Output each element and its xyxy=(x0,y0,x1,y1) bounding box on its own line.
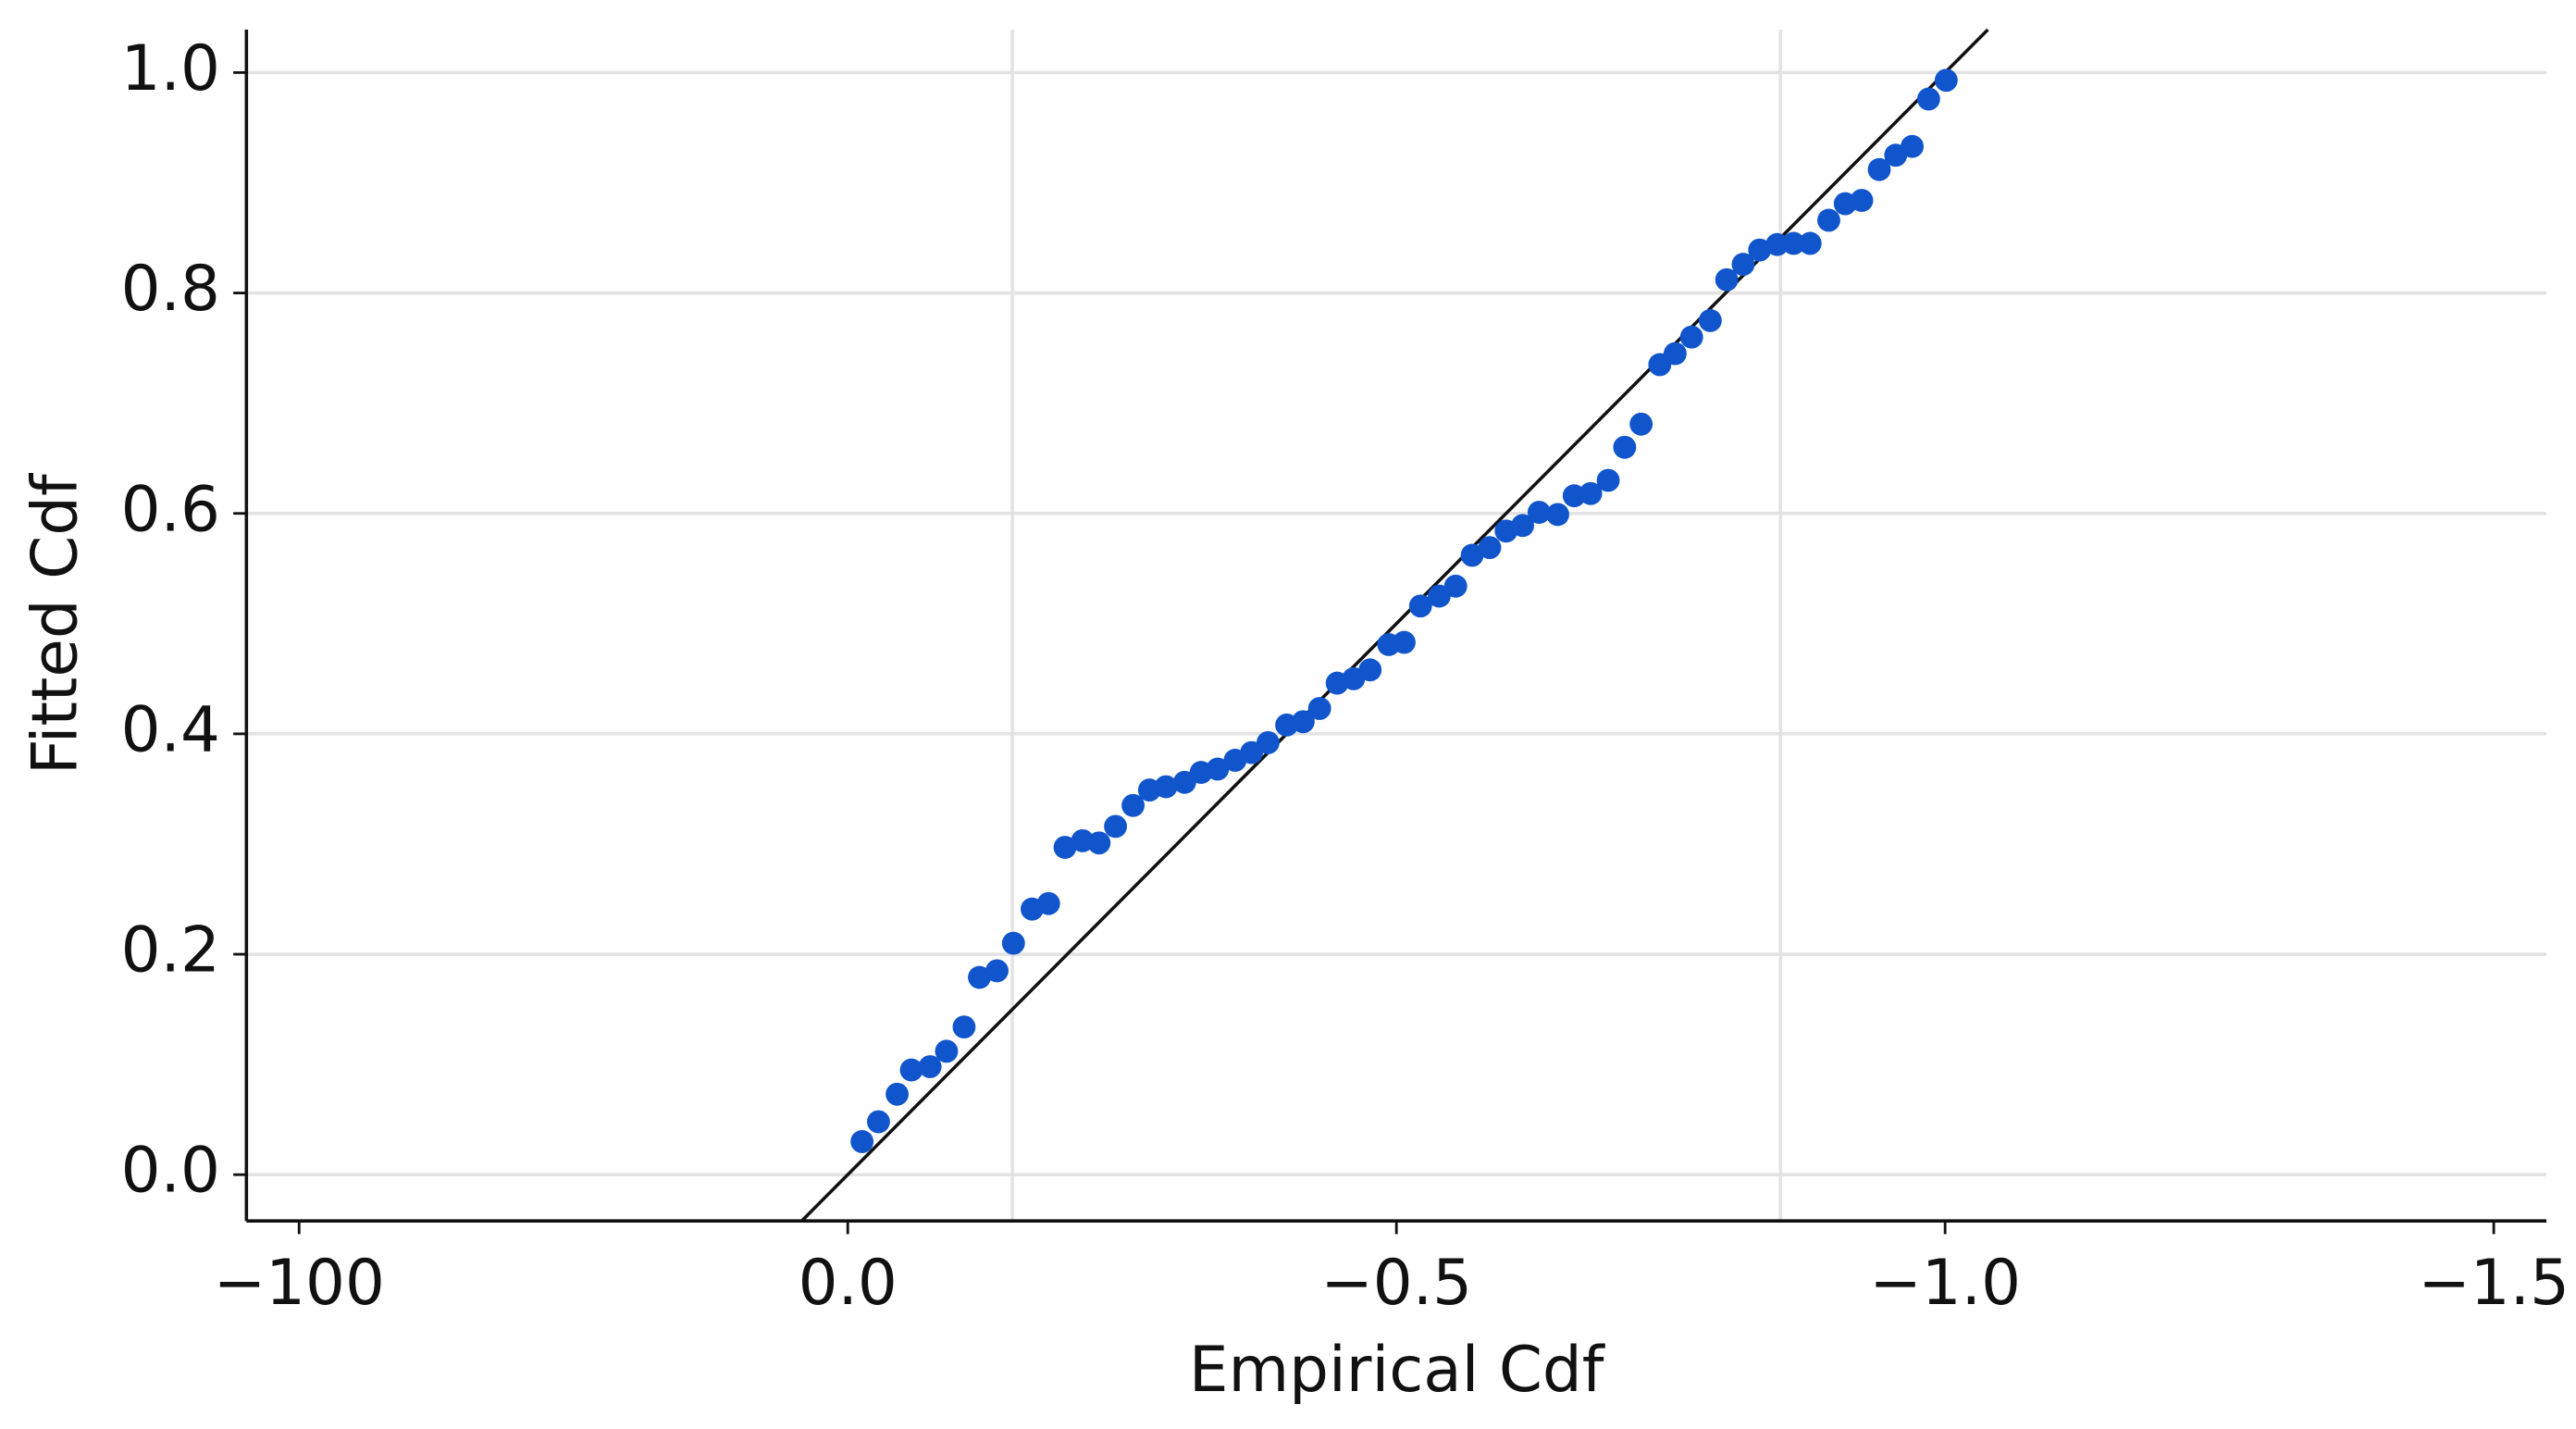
point xyxy=(1478,536,1502,560)
point xyxy=(1408,594,1432,618)
x-tick-label: −100 xyxy=(214,1246,385,1319)
point xyxy=(1546,503,1569,527)
point xyxy=(1731,253,1755,277)
point xyxy=(968,965,991,989)
point xyxy=(1663,342,1687,366)
x-tick-label: −1.5 xyxy=(2418,1246,2570,1319)
point xyxy=(1460,543,1484,567)
point xyxy=(850,1130,874,1153)
point xyxy=(1629,412,1653,436)
y-tick-label: 0.6 xyxy=(121,472,220,545)
point xyxy=(1511,514,1534,538)
point xyxy=(1798,231,1822,255)
point xyxy=(1934,68,1958,93)
y-tick-label: 1.0 xyxy=(121,31,220,105)
reference-line xyxy=(800,28,1989,1223)
y-tick-label: 0.4 xyxy=(121,692,220,765)
point xyxy=(1782,231,1805,255)
point xyxy=(1307,697,1331,720)
point xyxy=(1748,238,1772,262)
point xyxy=(1613,435,1637,459)
point xyxy=(1206,757,1230,781)
point xyxy=(1867,157,1891,181)
point xyxy=(1053,836,1077,859)
point xyxy=(1291,710,1315,734)
point xyxy=(985,959,1009,983)
y-axis-label: Fitted Cdf xyxy=(18,472,91,775)
point xyxy=(1036,891,1060,915)
point xyxy=(1850,189,1874,212)
point xyxy=(918,1055,942,1078)
x-tick-label: 0.0 xyxy=(799,1246,898,1319)
point xyxy=(1257,730,1280,754)
point xyxy=(1765,232,1790,256)
point xyxy=(1001,931,1025,955)
point xyxy=(1358,658,1382,682)
point xyxy=(952,1015,976,1039)
point xyxy=(1679,325,1703,349)
point xyxy=(899,1058,923,1082)
y-tick-label: 0.2 xyxy=(121,913,220,987)
point xyxy=(1393,630,1416,654)
point xyxy=(1443,574,1468,598)
point xyxy=(1121,793,1145,817)
point xyxy=(1916,87,1940,111)
point xyxy=(1817,208,1840,232)
point xyxy=(866,1110,890,1134)
point xyxy=(1715,267,1739,292)
y-tick-label: 0.8 xyxy=(121,252,220,325)
point xyxy=(1579,481,1603,505)
point xyxy=(1087,831,1111,855)
point xyxy=(1527,501,1551,524)
point xyxy=(1104,814,1128,839)
x-tick-label: −1.0 xyxy=(1869,1246,2021,1319)
point xyxy=(1698,308,1722,332)
point xyxy=(1154,775,1178,799)
y-tick-label: 0.0 xyxy=(121,1134,220,1207)
point xyxy=(886,1082,910,1106)
x-tick-label: −0.5 xyxy=(1320,1246,1472,1319)
point xyxy=(1901,134,1925,158)
point xyxy=(935,1039,959,1063)
x-axis-label: Empirical Cdf xyxy=(1189,1333,1606,1406)
point xyxy=(1596,468,1620,492)
